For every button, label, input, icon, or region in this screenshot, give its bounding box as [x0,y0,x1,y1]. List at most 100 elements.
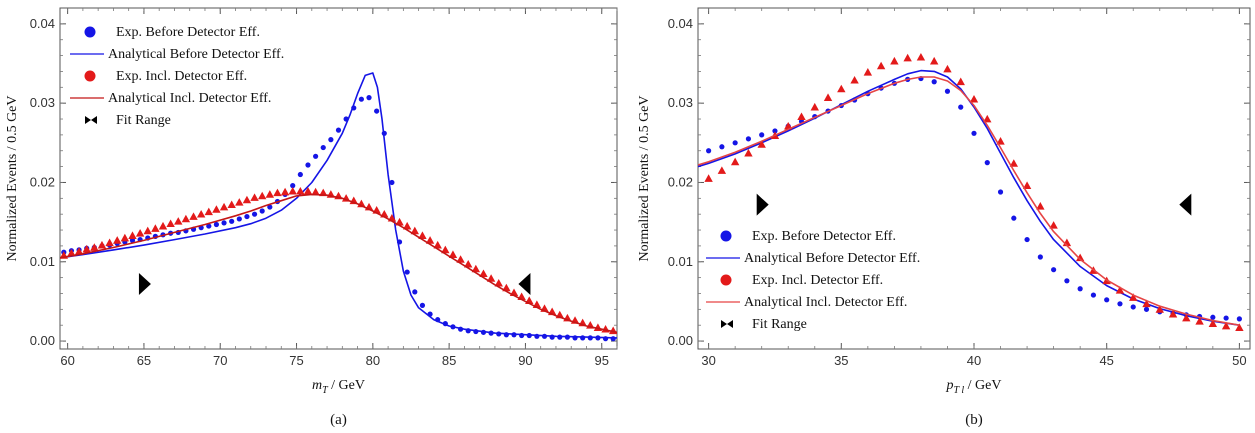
data-point-triangle [143,226,152,235]
data-point-circle [719,144,725,150]
data-point-circle [335,127,342,133]
data-point-triangle [1022,181,1032,189]
x-tick-label: 70 [213,353,227,368]
x-tick-label: 75 [289,353,303,368]
data-point-triangle [956,77,965,86]
data-point-triangle [486,274,496,282]
data-point-circle [236,216,242,222]
data-point-triangle [296,186,305,195]
data-point-triangle [1142,299,1151,308]
data-point-circle [320,144,326,151]
legend-label: Analytical Incl. Detector Eff. [744,295,907,310]
y-tick-label: 0.01 [30,254,55,269]
data-point-triangle [850,75,859,84]
data-point-triangle [189,212,198,220]
data-point-triangle [1155,305,1164,313]
x-tick-label: 65 [137,353,151,368]
data-point-triangle [265,190,275,198]
data-point-circle [313,153,319,159]
data-point-triangle [166,219,175,228]
data-point-circle [1090,292,1097,298]
x-tick-label: 95 [595,353,609,368]
data-point-circle [259,208,265,214]
data-point-triangle [757,140,766,148]
data-point-circle [1143,306,1150,312]
data-point-triangle [1208,319,1218,327]
data-point-triangle [1075,253,1085,262]
panel-label: (b) [965,412,983,428]
data-point-triangle [410,226,420,235]
data-point-circle [267,204,273,210]
data-point-triangle [471,264,481,273]
x-axis-label: pT l / GeV [946,378,1002,396]
x-tick-label: 30 [701,353,715,368]
data-point-triangle [797,112,806,121]
data-point-circle [1130,304,1136,310]
data-point-triangle [219,202,229,211]
data-point-circle [1210,314,1216,320]
legend-label: Fit Range [752,317,807,332]
legend-swatch-circle [84,26,96,38]
data-point-triangle [82,244,91,253]
data-point-circle [366,95,372,101]
data-point-triangle [916,52,926,61]
x-tick-label: 85 [442,353,456,368]
fit-range-start-marker [756,193,769,216]
data-point-circle [129,237,136,243]
data-point-triangle [983,114,992,123]
chart-panel-a: 60 65 70 75 80 85 90 95 0.00 0.01 0.02 0.03 0.04 Norm… [5,7,618,428]
data-point-circle [706,148,712,154]
data-point-triangle [105,238,114,247]
data-point-circle [244,213,250,220]
x-tick-label: 60 [60,353,74,368]
data-point-circle [1037,254,1043,260]
data-point-triangle [456,255,465,263]
data-point-triangle [863,68,873,76]
data-point-circle [419,302,426,308]
data-point-triangle [174,217,183,225]
panel-label: (a) [330,412,347,428]
series-line-3 [60,193,617,334]
data-point-circle [206,223,212,229]
legend-swatch-bowtie-right [91,116,97,124]
data-point-triangle [113,236,122,244]
y-tick-label: 0.00 [668,333,693,348]
data-point-circle [297,171,303,178]
data-point-circle [213,221,220,228]
fit-range-end-marker [1179,193,1192,216]
y-tick-label: 0.03 [668,95,693,110]
plot-frame [59,7,618,350]
data-point-triangle [204,207,213,216]
data-point-triangle [1221,321,1231,330]
data-point-triangle [303,186,313,195]
fit-range-end-marker [518,272,531,295]
data-point-triangle [158,221,168,230]
data-point-triangle [1129,293,1138,301]
data-point-triangle [876,61,886,70]
data-point-triangle [402,221,412,230]
data-point-triangle [837,84,846,93]
x-axis-label-main: m [312,378,322,393]
data-point-circle [971,130,977,136]
data-point-circle [1223,315,1229,321]
x-axis-label-main: p [946,378,954,393]
legend-swatch-circle [720,230,732,242]
data-point-triangle [744,148,753,157]
data-point-circle [610,336,616,342]
data-point-triangle [257,191,267,200]
data-point-triangle [903,53,912,62]
x-tick-label: 35 [834,353,848,368]
x-axis-label-unit: / GeV [328,378,365,393]
data-point-circle [958,104,964,110]
data-point-triangle [227,200,236,209]
data-point-triangle [196,209,206,218]
data-point-circle [1077,286,1083,292]
data-point-circle [374,108,380,114]
data-point-circle [997,189,1004,195]
data-point-circle [1024,236,1030,243]
data-point-triangle [120,233,130,242]
x-tick-label: 90 [518,353,532,368]
data-point-triangle [311,187,320,196]
data-point-triangle [810,102,819,111]
data-point-circle [358,96,364,102]
